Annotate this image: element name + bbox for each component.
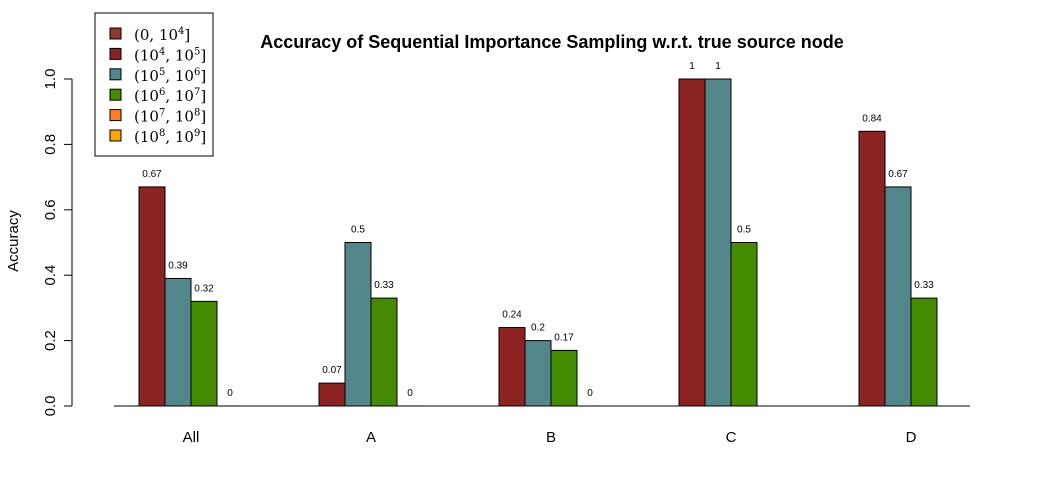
bar-c-series-2 xyxy=(704,78,732,407)
bar-value-label: 0.07 xyxy=(322,365,342,376)
x-tick-label: All xyxy=(183,429,200,446)
bar-value-label: 0.33 xyxy=(914,280,934,291)
y-tick-label: 1.0 xyxy=(42,69,59,90)
y-tick-label: 0.0 xyxy=(42,396,59,417)
bar-value-label: 0.32 xyxy=(194,283,214,294)
value-labels-group: 0.67 0.39 0.32 0 0.07 0.5 0.33 0 0.24 0.2 0.17 0 1 1 0… xyxy=(142,61,934,399)
legend-exponent: 8 xyxy=(159,128,165,139)
legend-text-part: ] xyxy=(200,67,206,85)
legend-text-part: (10 xyxy=(134,128,159,146)
x-tick-label: D xyxy=(906,429,917,446)
legend-text-part: ] xyxy=(200,46,206,64)
bar-value-label: 0.84 xyxy=(862,113,882,124)
bar-d-series-2 xyxy=(884,186,912,407)
legend-text-part: (10 xyxy=(134,46,159,64)
legend-entry: (106, 107] xyxy=(134,87,206,105)
y-tick-label: 0.8 xyxy=(42,134,59,155)
bar-c-series-1 xyxy=(678,78,706,407)
legend-text-part: , 10 xyxy=(165,87,194,105)
legend-swatch xyxy=(109,88,122,101)
legend-exponent: 5 xyxy=(159,67,165,78)
bar-value-label: 0.24 xyxy=(502,310,522,321)
legend-text-part: , 10 xyxy=(165,128,194,146)
legend-text-part: , 10 xyxy=(165,67,194,85)
legend-text-part: (0, 10 xyxy=(134,26,178,44)
legend-text-part: ] xyxy=(200,128,206,146)
bar-value-label: 0.5 xyxy=(351,225,365,236)
legend-swatch xyxy=(109,129,122,142)
legend-text-part: ] xyxy=(200,108,206,126)
bar-b-series-2 xyxy=(524,340,552,407)
bar-value-label: 0.17 xyxy=(554,332,574,343)
bar-b-series-3 xyxy=(550,349,578,407)
bar-a-series-2 xyxy=(344,242,372,407)
legend-text-part: (10 xyxy=(134,67,159,85)
bar-value-label: 0.67 xyxy=(142,169,162,180)
bars-group xyxy=(114,78,970,407)
bar-value-label: 1 xyxy=(689,61,695,72)
legend-text-part: ] xyxy=(184,26,190,44)
legend-exponent: 7 xyxy=(194,87,200,98)
y-tick-label: 0.6 xyxy=(42,199,59,220)
bar-value-label: 0 xyxy=(227,388,233,399)
y-tick-label: 0.2 xyxy=(42,330,59,351)
bar-all-series-3 xyxy=(190,300,218,407)
legend-entry: (104, 105] xyxy=(134,46,206,64)
legend-exponent: 7 xyxy=(159,108,165,119)
bar-all-series-1 xyxy=(138,186,166,407)
bar-d-series-3 xyxy=(910,297,938,407)
legend-text-part: ] xyxy=(200,87,206,105)
bar-value-label: 0 xyxy=(407,388,413,399)
bar-c-series-3 xyxy=(730,242,758,407)
legend-text-part: (10 xyxy=(134,87,159,105)
y-axis-label: Accuracy xyxy=(5,210,22,272)
legend-text-part: , 10 xyxy=(165,108,194,126)
bar-value-label: 0.67 xyxy=(888,169,908,180)
bar-value-label: 0.5 xyxy=(737,225,751,236)
legend-swatch xyxy=(109,27,122,40)
y-tick-label: 0.4 xyxy=(42,265,59,286)
legend-entry: (107, 108] xyxy=(134,108,206,126)
legend-exponent: 6 xyxy=(159,87,165,98)
legend-exponent: 4 xyxy=(178,26,184,37)
bar-a-series-1 xyxy=(318,382,346,407)
legend-exponent: 4 xyxy=(159,46,165,57)
x-tick-label: C xyxy=(726,429,737,446)
x-tick-labels-group: All A B C D xyxy=(183,429,917,446)
legend-text-part: , 10 xyxy=(165,46,194,64)
legend-entry: (108, 109] xyxy=(134,128,206,146)
legend-swatch xyxy=(109,47,122,60)
legend-swatch xyxy=(109,68,122,81)
legend-entry: (0, 104] xyxy=(134,26,190,44)
bar-d-series-1 xyxy=(858,130,886,407)
legend-entry: (105, 106] xyxy=(134,67,206,85)
bar-value-label: 0.33 xyxy=(374,280,394,291)
legend-exponent: 6 xyxy=(194,67,200,78)
x-tick-label: B xyxy=(546,429,556,446)
bar-value-label: 1 xyxy=(715,61,721,72)
bar-b-series-1 xyxy=(498,327,526,407)
bar-a-series-3 xyxy=(370,297,398,407)
legend-text-part: (10 xyxy=(134,108,159,126)
legend-exponent: 5 xyxy=(194,46,200,57)
x-tick-label: A xyxy=(366,429,376,446)
bar-value-label: 0 xyxy=(587,388,593,399)
bar-value-label: 0.39 xyxy=(168,260,188,271)
legend: (0, 104](104, 105](105, 106](106, 107](1… xyxy=(94,12,214,157)
bar-all-series-2 xyxy=(164,277,192,407)
chart-title: Accuracy of Sequential Importance Sampli… xyxy=(260,32,843,52)
legend-exponent: 9 xyxy=(194,128,200,139)
bar-value-label: 0.2 xyxy=(531,323,545,334)
legend-exponent: 8 xyxy=(194,108,200,119)
y-axis: 0.0 0.2 0.4 0.6 0.8 1.0 xyxy=(42,69,73,417)
legend-swatch xyxy=(109,109,122,122)
